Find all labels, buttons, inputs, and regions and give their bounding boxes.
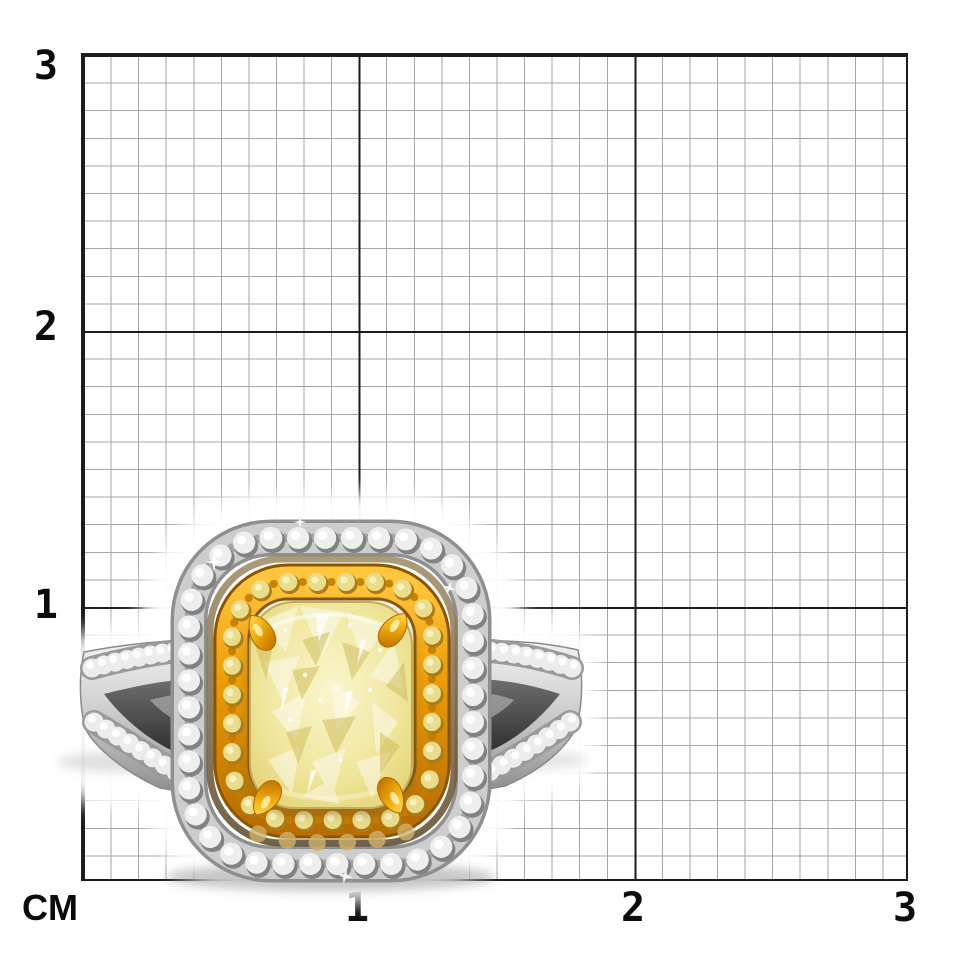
axis-label-left-3: 3 <box>33 43 58 89</box>
axis-label-left-2: 2 <box>33 304 58 350</box>
axis-label-bottom-1: 1 <box>344 885 370 931</box>
cm-grid <box>81 53 908 881</box>
axis-label-bottom-2: 2 <box>620 885 646 931</box>
axis-unit-label: CM <box>22 887 78 928</box>
axis-label-left-1: 1 <box>33 582 58 628</box>
axis-label-bottom-3: 3 <box>892 885 918 931</box>
